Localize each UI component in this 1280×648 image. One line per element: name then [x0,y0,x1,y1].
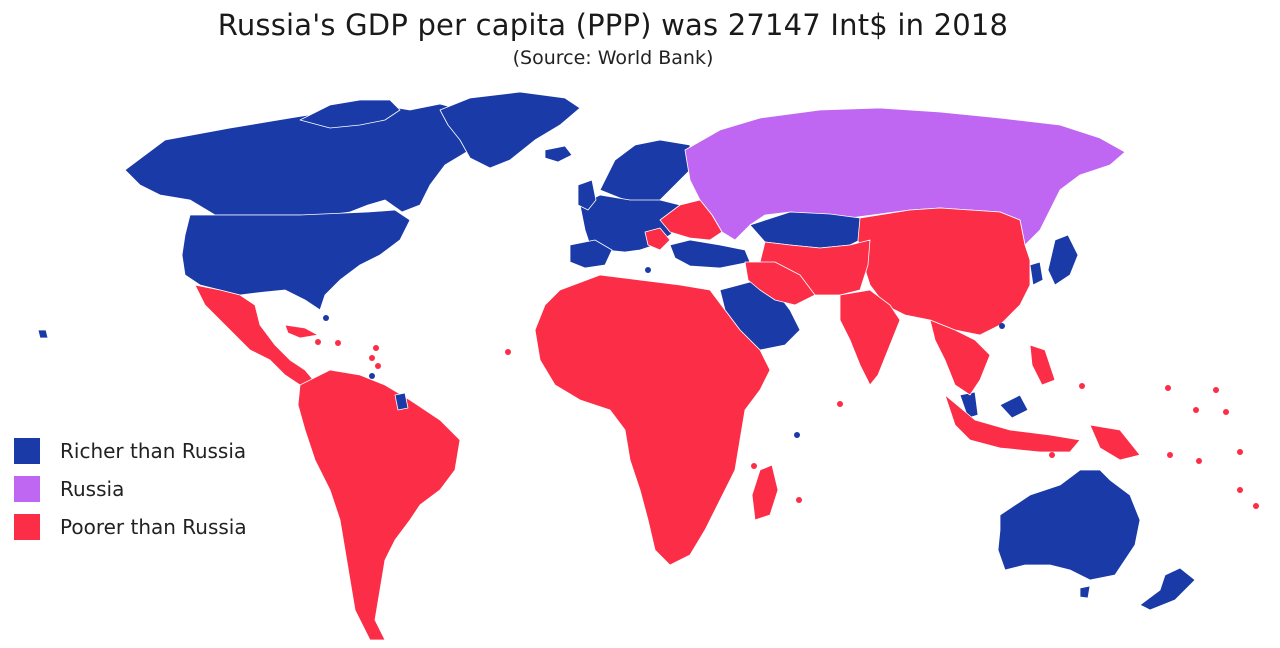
island-dot [794,432,800,438]
philippines-region [1029,344,1056,386]
island-dot [751,463,757,469]
greece-turkey-region [669,239,751,269]
legend-swatch-poorer [14,514,40,540]
island-dot [323,315,329,321]
island-dot [369,373,375,379]
africa-region [534,274,771,566]
south-america-region [297,369,461,641]
tasmania-region [1079,585,1091,599]
legend-label-russia: Russia [60,477,125,501]
map-legend: Richer than Russia Russia Poorer than Ru… [14,432,247,546]
map-title: Russia's GDP per capita (PPP) was 27147 … [217,8,1009,42]
arctic-islands-region [299,99,401,129]
island-dot [1196,458,1202,464]
island-dot [1213,387,1219,393]
china-region [857,207,1031,336]
island-dot [837,401,843,407]
iberia-region [569,239,613,269]
region-richer-asia [719,211,1079,419]
island-dot [1079,383,1085,389]
island-dot [1223,409,1229,415]
region-poorer-asia [644,199,1141,461]
island-dot [375,363,381,369]
island-dot [796,497,802,503]
guiana-region [394,392,409,411]
region-richer-north-america [37,91,581,339]
island-dot [369,355,375,361]
island-dot [645,267,651,273]
madagascar-region [751,464,779,521]
balkans-region [644,227,671,251]
se-asia-region [929,319,991,396]
iceland-region [544,145,573,163]
legend-item-poorer: Poorer than Russia [14,508,247,546]
legend-swatch-russia [14,476,40,502]
legend-item-russia: Russia [14,470,247,508]
island-dot [999,323,1005,329]
region-poorer-africa [534,274,779,566]
india-region [839,289,901,386]
island-dot [1167,452,1173,458]
island-dot [1237,449,1243,455]
region-poorer-latin-america [194,284,461,641]
map-subtitle: (Source: World Bank) [512,47,714,69]
new-zealand-region [1139,567,1196,611]
island-dot [759,297,765,303]
island-dot [315,339,321,345]
legend-swatch-richer [14,438,40,464]
legend-label-poorer: Poorer than Russia [60,515,247,539]
island-dot [335,340,341,346]
island-dot [1253,503,1259,509]
png-region [1089,424,1141,461]
hawaii-region [37,329,49,339]
legend-item-richer: Richer than Russia [14,432,247,470]
island-dot [1165,385,1171,391]
island-dot [1193,407,1199,413]
borneo-brunei-region [999,394,1029,419]
japan-region [1047,234,1079,286]
iran-region [744,261,816,306]
scandinavia-region [599,139,691,206]
island-dot [1237,487,1243,493]
region-richer-europe [544,139,751,269]
uk-region [577,179,597,211]
usa-region [181,209,411,311]
greenland-region [439,91,581,169]
island-dot [373,345,379,351]
caribbean-region [284,324,319,339]
korea-region [1029,261,1044,286]
australia-region [997,469,1141,581]
ukraine-caucasus-region [659,199,723,241]
island-dots [315,267,1259,509]
region-richer-oceania [394,392,1196,611]
indonesia-region [944,394,1081,453]
island-dot [1049,452,1055,458]
island-dot [505,349,511,355]
island-dot [617,411,623,417]
legend-label-richer: Richer than Russia [60,439,247,463]
